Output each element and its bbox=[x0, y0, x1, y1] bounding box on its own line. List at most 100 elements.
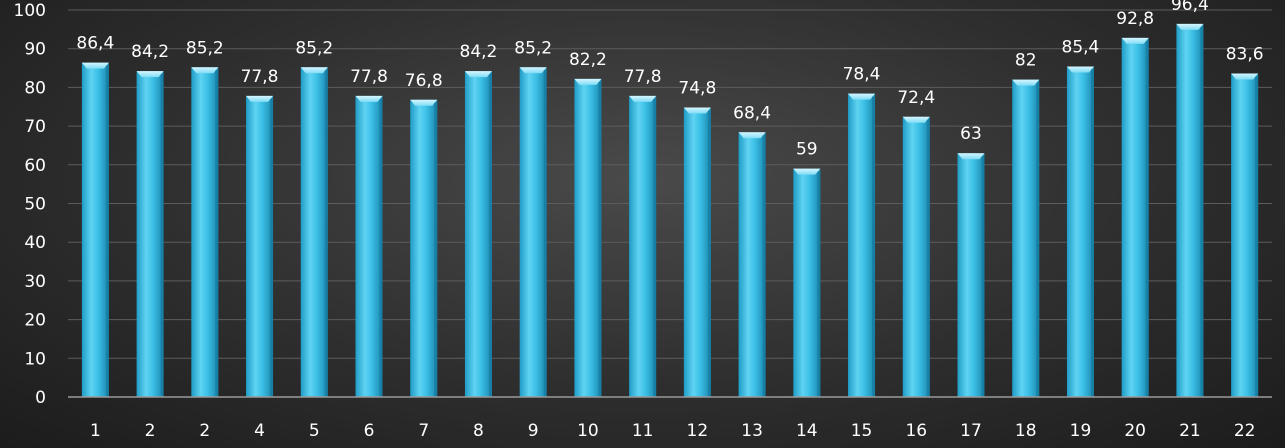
y-tick-label: 100 bbox=[14, 1, 46, 21]
data-label: 84,2 bbox=[131, 42, 169, 62]
bar-body bbox=[136, 71, 164, 397]
bar-cap bbox=[355, 95, 383, 102]
x-tick-label: 8 bbox=[473, 421, 484, 441]
bar-cap bbox=[683, 107, 711, 114]
y-tick-label: 0 bbox=[35, 388, 46, 408]
data-label: 63 bbox=[960, 124, 982, 144]
y-tick-label: 20 bbox=[24, 311, 46, 331]
y-tick-label: 50 bbox=[24, 195, 46, 215]
bar-body bbox=[300, 67, 328, 397]
bar bbox=[738, 132, 766, 398]
x-tick-label: 6 bbox=[364, 421, 375, 441]
bar-body bbox=[957, 153, 985, 397]
bar-cap bbox=[300, 67, 328, 74]
bar-cap bbox=[1121, 37, 1149, 44]
bar bbox=[629, 95, 657, 397]
bar-shade bbox=[379, 98, 383, 397]
bar-shade bbox=[707, 110, 711, 398]
bar-cap bbox=[464, 71, 492, 78]
bar-cap bbox=[191, 67, 219, 74]
x-axis-ticks: 1 2 2 4 5 6 7 8 9 10 11 12 13 14 15 16 17 18 19 20 21 22 bbox=[90, 421, 1256, 441]
data-label: 86,4 bbox=[76, 34, 114, 54]
bar-cap bbox=[793, 168, 821, 175]
bar-cap bbox=[957, 153, 985, 160]
bar bbox=[300, 67, 328, 397]
bar-cap bbox=[902, 116, 930, 123]
data-labels: 86,4 84,2 85,2 77,8 85,2 77,8 76,8 84,2 85,2 82,2… bbox=[76, 0, 1263, 160]
bar bbox=[519, 67, 547, 397]
bar bbox=[246, 95, 274, 397]
x-tick-label: 18 bbox=[1015, 421, 1037, 441]
y-tick-label: 80 bbox=[24, 78, 46, 98]
bar bbox=[848, 93, 876, 397]
bar-body bbox=[848, 93, 876, 397]
bar-cap bbox=[1012, 79, 1040, 86]
bar-body bbox=[1121, 37, 1149, 397]
bar-shade bbox=[817, 171, 821, 397]
bar bbox=[957, 153, 985, 397]
bar-shade bbox=[872, 96, 876, 397]
bar-shade bbox=[1036, 82, 1040, 397]
data-label: 85,2 bbox=[295, 38, 333, 58]
x-tick-label: 1 bbox=[90, 421, 101, 441]
y-tick-label: 40 bbox=[24, 233, 46, 253]
x-tick-label: 12 bbox=[687, 421, 709, 441]
bar-body bbox=[1012, 79, 1040, 397]
y-tick-label: 30 bbox=[24, 272, 46, 292]
bar-body bbox=[1066, 66, 1094, 397]
x-tick-label: 10 bbox=[577, 421, 599, 441]
x-tick-label: 15 bbox=[851, 421, 873, 441]
y-tick-label: 60 bbox=[24, 156, 46, 176]
data-label: 77,8 bbox=[350, 67, 388, 87]
data-label: 76,8 bbox=[405, 71, 443, 91]
x-tick-label: 11 bbox=[632, 421, 654, 441]
bar-shade bbox=[324, 70, 328, 397]
bar bbox=[464, 71, 492, 397]
bar-shade bbox=[488, 74, 492, 397]
x-tick-label: 17 bbox=[960, 421, 982, 441]
data-label: 85,4 bbox=[1062, 38, 1100, 58]
bar-shade bbox=[215, 70, 219, 397]
x-tick-label: 14 bbox=[796, 421, 818, 441]
bar-body bbox=[410, 99, 438, 397]
data-label: 77,8 bbox=[624, 67, 662, 87]
bar-shade bbox=[1200, 26, 1204, 397]
bar-body bbox=[246, 95, 274, 397]
data-label: 59 bbox=[796, 140, 818, 160]
bar-shade bbox=[926, 119, 930, 397]
x-tick-label: 19 bbox=[1070, 421, 1092, 441]
bar bbox=[574, 78, 602, 398]
x-tick-label: 2 bbox=[199, 421, 210, 441]
bar-body bbox=[191, 67, 219, 397]
bar bbox=[81, 62, 109, 398]
bar-shade bbox=[1255, 76, 1259, 397]
x-tick-label: 5 bbox=[309, 421, 320, 441]
bar-cap bbox=[574, 78, 602, 85]
bar-cap bbox=[629, 95, 657, 102]
y-axis-ticks: 0 10 20 30 40 50 60 70 80 90 100 bbox=[14, 1, 46, 408]
x-tick-label: 22 bbox=[1234, 421, 1256, 441]
data-label: 82 bbox=[1015, 51, 1037, 71]
bar-body bbox=[683, 107, 711, 398]
data-label: 85,2 bbox=[186, 38, 224, 58]
bar-cap bbox=[136, 71, 164, 78]
bar-shade bbox=[653, 98, 657, 397]
bar bbox=[410, 99, 438, 397]
data-label: 78,4 bbox=[843, 65, 881, 85]
data-label: 74,8 bbox=[678, 79, 716, 99]
data-label: 77,8 bbox=[241, 67, 279, 87]
bar-cap bbox=[246, 95, 274, 102]
bar-shade bbox=[1145, 40, 1149, 397]
data-label: 68,4 bbox=[733, 103, 771, 123]
bar-shade bbox=[434, 102, 438, 397]
bar-shade bbox=[598, 81, 602, 398]
x-tick-label: 4 bbox=[254, 421, 265, 441]
bar bbox=[355, 95, 383, 397]
bar bbox=[793, 168, 821, 397]
bar bbox=[1012, 79, 1040, 397]
x-tick-label: 13 bbox=[741, 421, 763, 441]
bar-body bbox=[1176, 23, 1204, 397]
bar-cap bbox=[1231, 73, 1259, 80]
bar-body bbox=[81, 62, 109, 398]
